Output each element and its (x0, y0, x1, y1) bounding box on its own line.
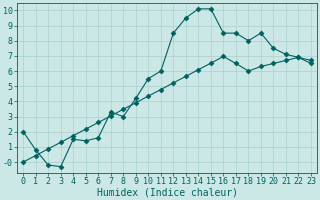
X-axis label: Humidex (Indice chaleur): Humidex (Indice chaleur) (97, 187, 237, 197)
